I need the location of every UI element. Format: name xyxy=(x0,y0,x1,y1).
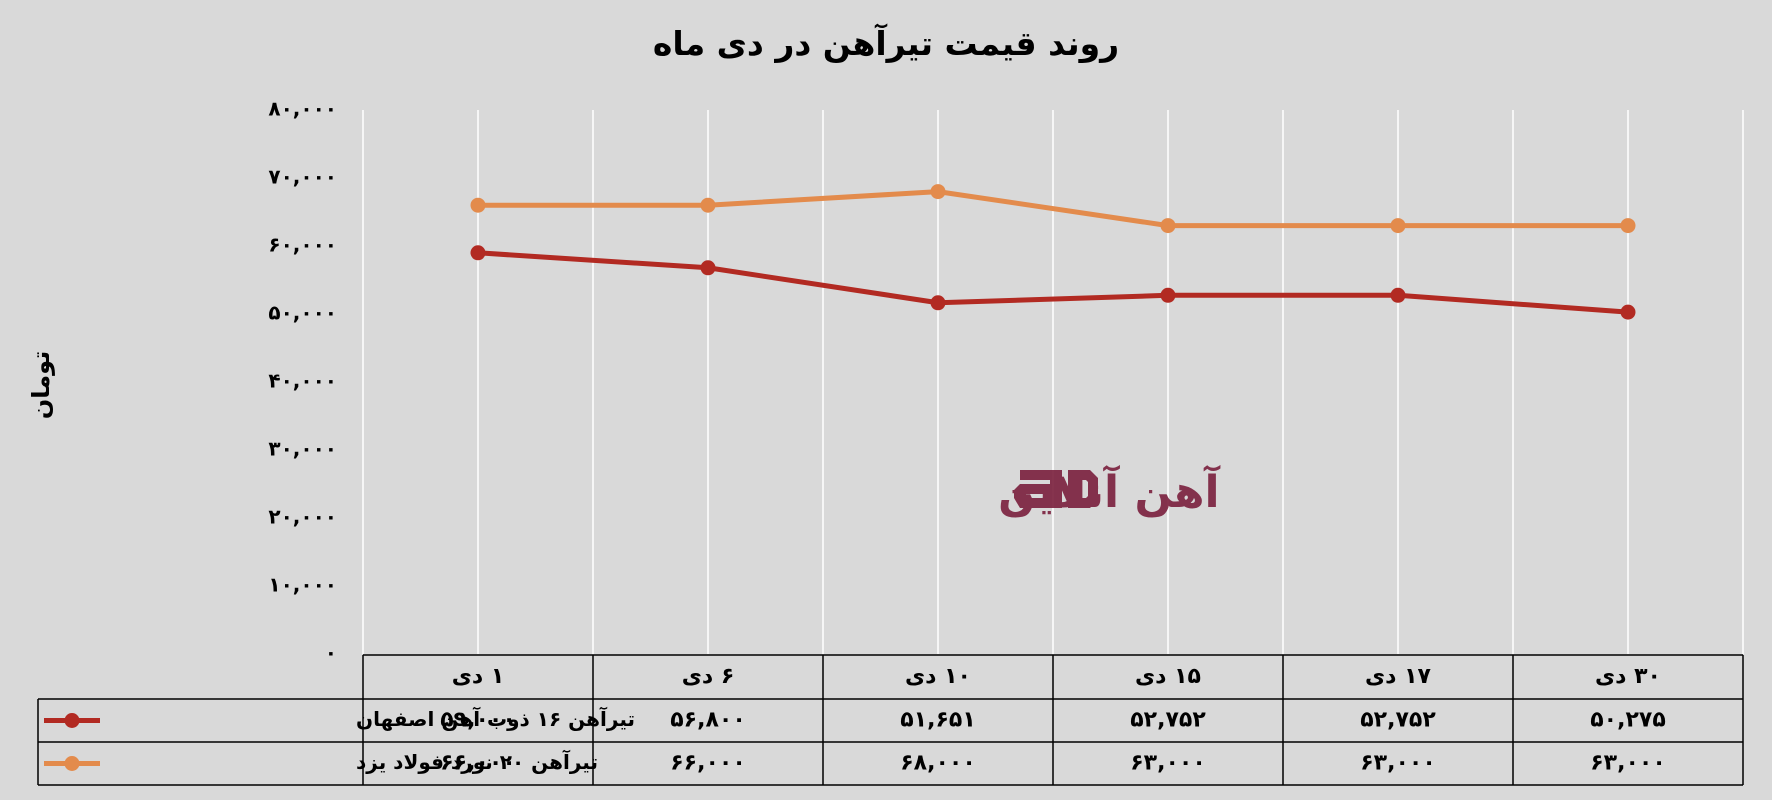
data-point xyxy=(1620,304,1636,320)
data-point xyxy=(1620,218,1636,234)
y-tick-label: ۸۰,۰۰۰ xyxy=(268,97,337,121)
data-label: ۶۳,۰۰۰ xyxy=(1130,751,1206,776)
x-tick-label: ۱۵ دی xyxy=(1135,664,1201,689)
x-tick-label: ۱ دی xyxy=(452,664,505,689)
watermark-mark-icon xyxy=(1014,470,1098,508)
data-label: ۵۲,۷۵۲ xyxy=(1360,708,1436,733)
data-label: ۵۱,۶۵۱ xyxy=(900,708,976,733)
data-label: ۶۳,۰۰۰ xyxy=(1590,751,1666,776)
data-point xyxy=(470,245,486,261)
y-tick-label: ۱۰,۰۰۰ xyxy=(268,573,337,597)
x-tick-label: ۶ دی xyxy=(682,664,735,689)
data-label: ۶۳,۰۰۰ xyxy=(1360,751,1436,776)
data-label: ۵۲,۷۵۲ xyxy=(1130,708,1206,733)
y-tick-label: ۳۰,۰۰۰ xyxy=(268,437,337,461)
data-point xyxy=(700,260,716,276)
data-label: ۶۸,۰۰۰ xyxy=(900,751,976,776)
data-label: ۵۰,۲۷۵ xyxy=(1590,708,1666,733)
y-tick-label: ۴۰,۰۰۰ xyxy=(268,369,337,393)
y-axis-ticks: ۰ ۱۰,۰۰۰ ۲۰,۰۰۰ ۳۰,۰۰۰ ۴۰,۰۰۰ ۵۰,۰۰۰ ۶۰,۰۰۰ ۷۰,… xyxy=(268,97,337,665)
watermark-logo: آهن آنلاین xyxy=(998,464,1221,518)
data-point xyxy=(1160,218,1176,234)
series-name: تیرآهن ۲۰ نورد فولاد یزد xyxy=(356,749,598,774)
data-table: ۱ دی ۶ دی ۱۰ دی ۱۵ دی ۱۷ دی ۳۰ دی تیرآهن ۱۶ ذو… xyxy=(37,654,1744,786)
legend-key-marker xyxy=(64,713,80,728)
data-label: ۶۶,۰۰۰ xyxy=(670,751,746,776)
grid-lines xyxy=(362,110,1744,654)
y-tick-label: ۵۰,۰۰۰ xyxy=(268,301,337,325)
chart-title: روند قیمت تیرآهن در دی ماه xyxy=(652,24,1120,63)
data-point xyxy=(930,295,946,311)
y-tick-label: ۶۰,۰۰۰ xyxy=(268,233,337,257)
y-axis-label: تومان xyxy=(27,351,55,419)
x-tick-label: ۳۰ دی xyxy=(1595,664,1661,689)
series-name: تیرآهن ۱۶ ذوب آهن اصفهان xyxy=(356,706,635,731)
data-point xyxy=(1390,287,1406,303)
legend-key-marker xyxy=(64,756,80,771)
data-label: ۵۶,۸۰۰ xyxy=(670,708,746,733)
series-line-1 xyxy=(477,250,1629,315)
data-point xyxy=(470,197,486,213)
series-line-2 xyxy=(478,189,1628,229)
data-point xyxy=(700,197,716,213)
data-label: ۶۶,۰۰۰ xyxy=(440,751,516,776)
y-tick-label: ۰ xyxy=(325,641,337,665)
data-label: ۵۹,۰۰۰ xyxy=(440,708,516,733)
y-tick-label: ۲۰,۰۰۰ xyxy=(268,505,337,529)
data-point xyxy=(1390,218,1406,234)
y-tick-label: ۷۰,۰۰۰ xyxy=(268,165,337,189)
x-tick-label: ۱۷ دی xyxy=(1365,664,1432,689)
x-tick-label: ۱۰ دی xyxy=(905,664,971,689)
series-lines xyxy=(470,184,1636,320)
data-point xyxy=(1160,287,1176,303)
data-point xyxy=(930,184,946,200)
